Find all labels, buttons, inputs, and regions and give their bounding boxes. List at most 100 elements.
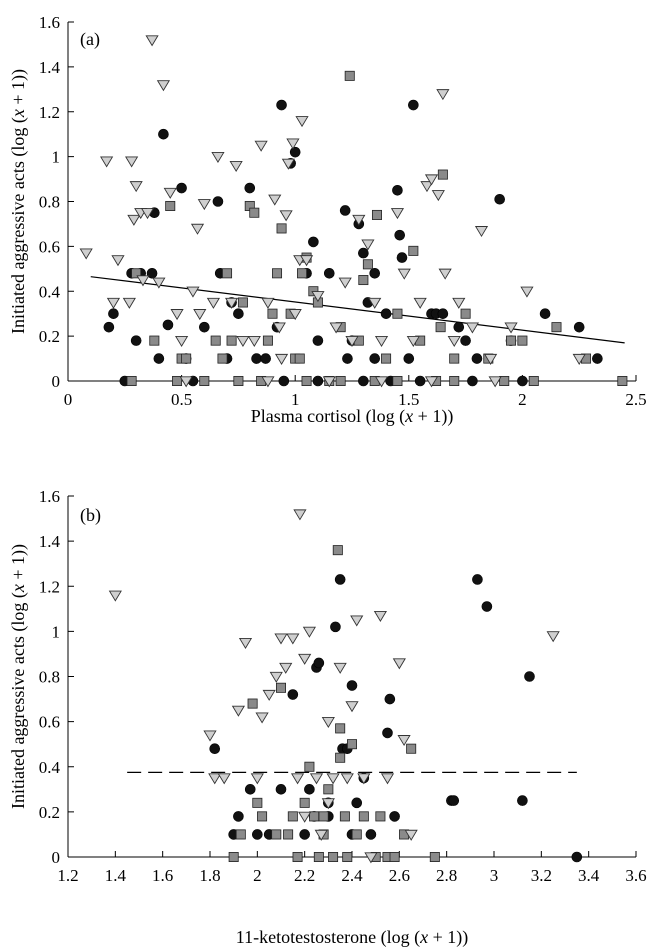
- data-point-square: [408, 245, 419, 256]
- data-point-triangle: [229, 160, 243, 172]
- y-tick-label: 0.4: [39, 758, 61, 777]
- data-point-triangle: [279, 662, 293, 674]
- data-point-triangle: [438, 268, 452, 280]
- data-point-circle: [358, 375, 369, 387]
- data-point-triangle: [299, 255, 314, 267]
- data-point-circle: [384, 693, 396, 705]
- data-point-triangle: [136, 275, 150, 287]
- x-tick-label: 1.2: [57, 866, 78, 885]
- data-point-triangle: [108, 590, 122, 602]
- y-tick-label: 1.4: [39, 532, 61, 551]
- data-point-triangle: [321, 716, 335, 729]
- x-tick-label: 1.4: [105, 866, 127, 885]
- data-point-triangle: [281, 158, 295, 170]
- data-point-square: [362, 259, 373, 270]
- data-point-triangle: [373, 610, 387, 622]
- data-point-circle: [346, 680, 358, 691]
- data-point-triangle: [145, 35, 159, 47]
- data-point-circle: [467, 375, 478, 387]
- data-point-circle: [130, 335, 142, 346]
- data-point-triangle: [190, 223, 205, 235]
- data-point-circle: [312, 335, 324, 346]
- data-point-circle: [437, 308, 449, 319]
- data-point-circle: [403, 353, 415, 364]
- x-axis-label-suffix: + 1)): [413, 406, 453, 427]
- data-point-triangle: [236, 335, 250, 347]
- data-point-square: [429, 852, 440, 863]
- data-point-circle: [392, 184, 403, 196]
- data-point-circle: [571, 851, 583, 863]
- data-point-triangle: [186, 286, 200, 298]
- panel-a: 0 0.2 0.4 0.6 0.8 1 1.2 1.4 1.6 0 0.5 1 1.5 2 2.5 (a) Pl…: [8, 13, 647, 427]
- data-point-triangle: [156, 80, 171, 92]
- data-point-square: [358, 275, 369, 286]
- y-tick-label: 0.2: [39, 803, 60, 822]
- data-point-triangle: [106, 297, 121, 309]
- data-point-triangle: [483, 353, 498, 365]
- data-point-square: [335, 752, 346, 763]
- x-tick-label: 0.5: [171, 390, 192, 409]
- data-point-circle: [351, 797, 363, 809]
- data-point-triangle: [208, 773, 222, 785]
- data-point-square: [126, 375, 137, 386]
- data-point-triangle: [129, 181, 143, 193]
- data-point-triangle: [298, 653, 312, 665]
- data-point-circle: [380, 308, 392, 319]
- data-point-circle: [448, 795, 460, 806]
- data-point-circle: [103, 321, 115, 333]
- data-point-circle: [162, 319, 174, 331]
- data-point-square: [247, 698, 258, 709]
- data-point-circle: [330, 621, 341, 633]
- data-point-circle: [472, 574, 483, 585]
- data-point-square: [351, 829, 362, 840]
- data-point-circle: [334, 574, 346, 585]
- data-point-triangle: [329, 322, 343, 334]
- data-point-triangle: [279, 210, 293, 222]
- data-point-circle: [471, 353, 483, 364]
- data-point-triangle: [197, 199, 211, 211]
- data-point-circle: [251, 353, 262, 364]
- data-point-circle: [244, 784, 256, 795]
- data-point-square: [551, 322, 562, 333]
- data-point-circle: [299, 829, 310, 840]
- data-point-square: [346, 739, 357, 750]
- data-point-triangle: [345, 701, 359, 713]
- data-point-square: [222, 268, 233, 279]
- data-point-circle: [342, 353, 353, 364]
- data-point-circle: [304, 784, 315, 795]
- data-point-triangle: [374, 376, 389, 388]
- data-point-square: [342, 852, 353, 863]
- data-point-triangle: [390, 208, 405, 220]
- data-point-circle: [233, 308, 244, 319]
- data-point-triangle: [504, 322, 518, 334]
- data-point-triangle: [302, 626, 316, 638]
- data-point-circle: [396, 252, 408, 263]
- data-point-triangle: [203, 730, 217, 742]
- y-axis-label-suffix: + 1)): [8, 544, 29, 584]
- data-point-circle: [276, 99, 287, 111]
- data-point-triangle: [269, 671, 283, 683]
- data-point-square: [237, 297, 248, 308]
- data-point-square: [313, 852, 324, 863]
- data-point-triangle: [420, 181, 434, 193]
- data-point-square: [528, 375, 539, 386]
- data-point-triangle: [452, 297, 466, 309]
- data-point-triangle: [288, 309, 302, 321]
- x-tick-label: 1: [291, 390, 300, 409]
- data-point-triangle: [333, 662, 347, 674]
- data-point-square: [276, 223, 287, 234]
- data-point-circle: [287, 689, 299, 700]
- data-point-square: [235, 829, 246, 840]
- data-point-circle: [517, 375, 528, 387]
- data-point-triangle: [572, 353, 586, 365]
- data-point-circle: [233, 811, 244, 822]
- data-point-square: [344, 70, 355, 81]
- data-point-square: [181, 353, 192, 364]
- data-point-triangle: [286, 138, 300, 150]
- data-point-circle: [517, 795, 528, 806]
- x-tick-label: 2: [253, 866, 262, 885]
- data-point-square: [249, 207, 260, 218]
- data-point-circle: [573, 321, 585, 333]
- data-point-triangle: [357, 773, 371, 785]
- x-tick-label: 1.8: [199, 866, 220, 885]
